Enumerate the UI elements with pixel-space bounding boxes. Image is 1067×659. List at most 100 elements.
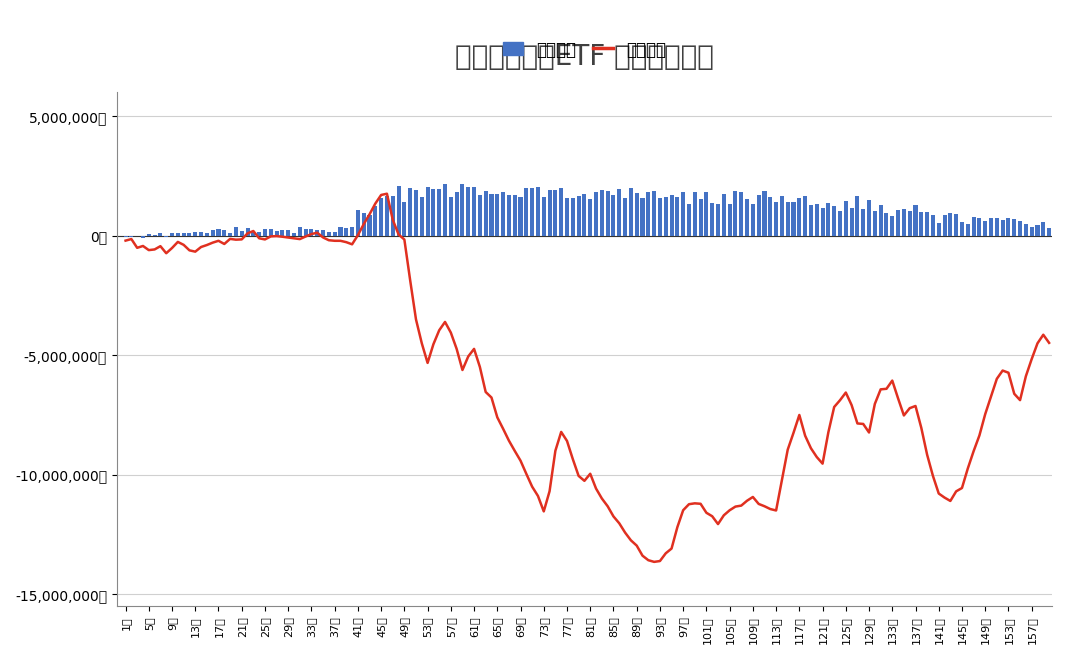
Bar — [989, 218, 993, 236]
Bar — [809, 204, 813, 236]
Bar — [286, 230, 290, 236]
Bar — [188, 233, 191, 236]
Bar — [176, 233, 180, 236]
Bar — [583, 194, 587, 236]
Bar — [832, 206, 837, 236]
Bar — [908, 211, 911, 236]
Bar — [977, 218, 982, 236]
Bar — [797, 198, 801, 236]
Bar — [205, 233, 209, 236]
Bar — [606, 191, 609, 236]
Bar — [304, 229, 307, 236]
Bar — [181, 233, 186, 236]
Bar — [878, 205, 882, 236]
Bar — [443, 184, 447, 236]
Bar — [920, 212, 923, 236]
Bar — [873, 212, 877, 236]
Bar — [821, 208, 825, 236]
Bar — [269, 229, 273, 236]
Bar — [692, 192, 697, 236]
Bar — [699, 198, 703, 236]
Bar — [222, 230, 226, 236]
Bar — [327, 232, 331, 236]
Bar — [966, 223, 970, 236]
Bar — [774, 202, 778, 236]
Bar — [512, 195, 516, 236]
Bar — [885, 213, 889, 236]
Bar — [478, 195, 482, 236]
Bar — [757, 195, 761, 236]
Bar — [402, 202, 407, 236]
Bar — [960, 221, 964, 236]
Bar — [1013, 219, 1016, 236]
Bar — [675, 197, 680, 236]
Bar — [245, 228, 250, 236]
Bar — [419, 197, 424, 236]
Legend: 実現損益, 評価損益: 実現損益, 評価損益 — [496, 34, 673, 65]
Bar — [954, 214, 958, 236]
Bar — [588, 200, 592, 236]
Bar — [780, 196, 784, 236]
Bar — [687, 204, 691, 236]
Bar — [1035, 225, 1039, 236]
Bar — [530, 188, 535, 236]
Bar — [536, 186, 540, 236]
Bar — [576, 196, 580, 236]
Bar — [373, 206, 378, 236]
Bar — [257, 231, 261, 236]
Bar — [751, 204, 754, 236]
Bar — [652, 191, 656, 236]
Bar — [397, 186, 400, 236]
Bar — [210, 230, 214, 236]
Bar — [826, 203, 830, 236]
Bar — [1030, 227, 1034, 236]
Bar — [803, 196, 807, 236]
Bar — [472, 187, 476, 236]
Bar — [547, 190, 552, 236]
Bar — [721, 194, 726, 236]
Bar — [281, 231, 285, 236]
Bar — [345, 228, 348, 236]
Bar — [716, 204, 720, 236]
Bar — [274, 231, 278, 236]
Bar — [861, 208, 865, 236]
Bar — [949, 213, 953, 236]
Bar — [524, 188, 528, 236]
評価損益 — [305, 230, 318, 238]
Bar — [564, 198, 569, 236]
Bar — [309, 229, 314, 236]
Bar — [623, 198, 627, 236]
Bar — [849, 208, 854, 236]
Bar — [913, 205, 918, 236]
Bar — [896, 210, 901, 236]
評価損益 — [381, 190, 394, 198]
Bar — [1047, 228, 1051, 236]
Bar — [856, 196, 859, 236]
Bar — [379, 198, 383, 236]
Bar — [356, 210, 360, 236]
Bar — [292, 233, 296, 236]
Bar — [409, 188, 412, 236]
Bar — [867, 200, 871, 236]
Bar — [158, 233, 162, 236]
Bar — [594, 192, 599, 236]
Bar — [1018, 221, 1022, 236]
Bar — [414, 190, 418, 236]
Bar — [635, 193, 639, 236]
Bar — [1024, 223, 1028, 236]
Bar — [792, 202, 796, 236]
Line: 評価損益: 評価損益 — [126, 194, 1049, 562]
Bar — [554, 190, 557, 236]
Bar — [611, 194, 616, 236]
Bar — [559, 188, 563, 236]
評価損益 — [1008, 390, 1021, 398]
Bar — [669, 194, 673, 236]
Bar — [455, 192, 459, 236]
Bar — [890, 216, 894, 236]
Bar — [930, 215, 935, 236]
Bar — [1001, 220, 1005, 236]
Bar — [147, 235, 150, 236]
Bar — [763, 191, 766, 236]
Bar — [495, 194, 499, 236]
Bar — [141, 236, 145, 238]
